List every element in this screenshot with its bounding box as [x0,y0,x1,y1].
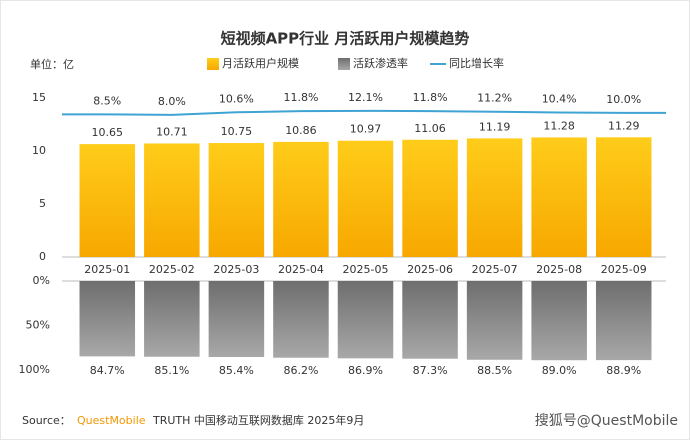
bar [595,137,652,257]
penetration-bar [79,281,136,357]
data-label: 11.28 [543,119,575,132]
data-label: 11.8% [283,91,318,104]
bar [273,141,329,257]
source: TRUTH 中国移动互联网数据库 2025年9月 [152,413,364,427]
bar [466,138,523,257]
data-label: 10.65 [92,126,124,139]
y-tick-label: 0 [39,250,46,263]
penetration-bar [337,281,394,359]
x-tick-label: 2025-07 [472,263,518,276]
source-label: Source： [22,414,71,427]
legend: 月活跃用户规模 活跃渗透率 同比增长率 [207,56,504,70]
legend-swatch [207,58,219,70]
penetration-bar [531,281,587,361]
chart-title: 短视频APP行业 月活跃用户规模趋势 [221,30,470,48]
bar [337,140,394,257]
legend-label: 月活跃用户规模 [222,56,299,70]
x-tick-label: 2025-01 [84,263,130,276]
penetration-bar [595,281,652,361]
data-label: 10.0% [606,93,641,106]
data-label: 10.6% [219,92,254,105]
data-label: 11.06 [414,122,446,135]
penetration-bar [273,281,329,358]
y-tick-label: 10 [32,144,46,157]
data-label: 11.2% [477,92,512,105]
bar [144,143,200,257]
y3-tick-label: 100% [19,363,50,376]
data-label: 84.7% [90,364,125,377]
x-tick-label: 2025-04 [278,263,324,276]
x-tick-label: 2025-06 [407,263,453,276]
data-label: 87.3% [413,364,448,377]
legend-swatch [338,58,350,70]
bar [531,137,587,257]
data-label: 11.8% [413,91,448,104]
x-tick-label: 2025-03 [213,263,259,276]
data-label: 10.71 [156,125,188,138]
data-label: 85.1% [154,364,189,377]
data-label: 88.5% [477,364,512,377]
bar [79,144,136,257]
x-tick-label: 2025-05 [343,263,389,276]
y-tick-label: 15 [32,91,46,104]
x-tick-label: 2025-02 [149,263,195,276]
watermark: 搜狐号@QuestMobile [535,413,678,429]
data-label: 88.9% [606,364,641,377]
bar [208,143,265,257]
data-label: 10.86 [285,124,317,137]
data-label: 8.0% [158,95,186,108]
x-tick-label: 2025-08 [536,263,582,276]
x-tick-label: 2025-09 [601,263,647,276]
unit-label: 单位：亿 [30,57,74,71]
y3-tick-label: 50% [26,319,50,332]
penetration-bar [208,281,265,358]
source-brand: QuestMobile [77,414,146,427]
legend-label: 同比增长率 [449,56,504,70]
data-label: 86.2% [283,364,318,377]
data-label: 10.75 [221,125,253,138]
growth-line [62,109,666,116]
penetration-bar [466,281,523,360]
data-label: 89.0% [542,364,577,377]
data-label: 85.4% [219,364,254,377]
data-label: 86.9% [348,364,383,377]
legend-label: 活跃渗透率 [353,56,408,70]
data-label: 10.4% [542,93,577,106]
y-tick-label: 5 [39,197,46,210]
data-label: 11.29 [608,119,640,132]
y3-tick-label: 0% [33,274,50,287]
penetration-bar [402,281,458,359]
penetration-bar [144,281,200,357]
data-label: 10.97 [350,123,382,136]
data-label: 8.5% [93,94,121,107]
data-label: 11.19 [479,120,511,133]
bar [402,139,458,257]
data-label: 12.1% [348,91,383,104]
